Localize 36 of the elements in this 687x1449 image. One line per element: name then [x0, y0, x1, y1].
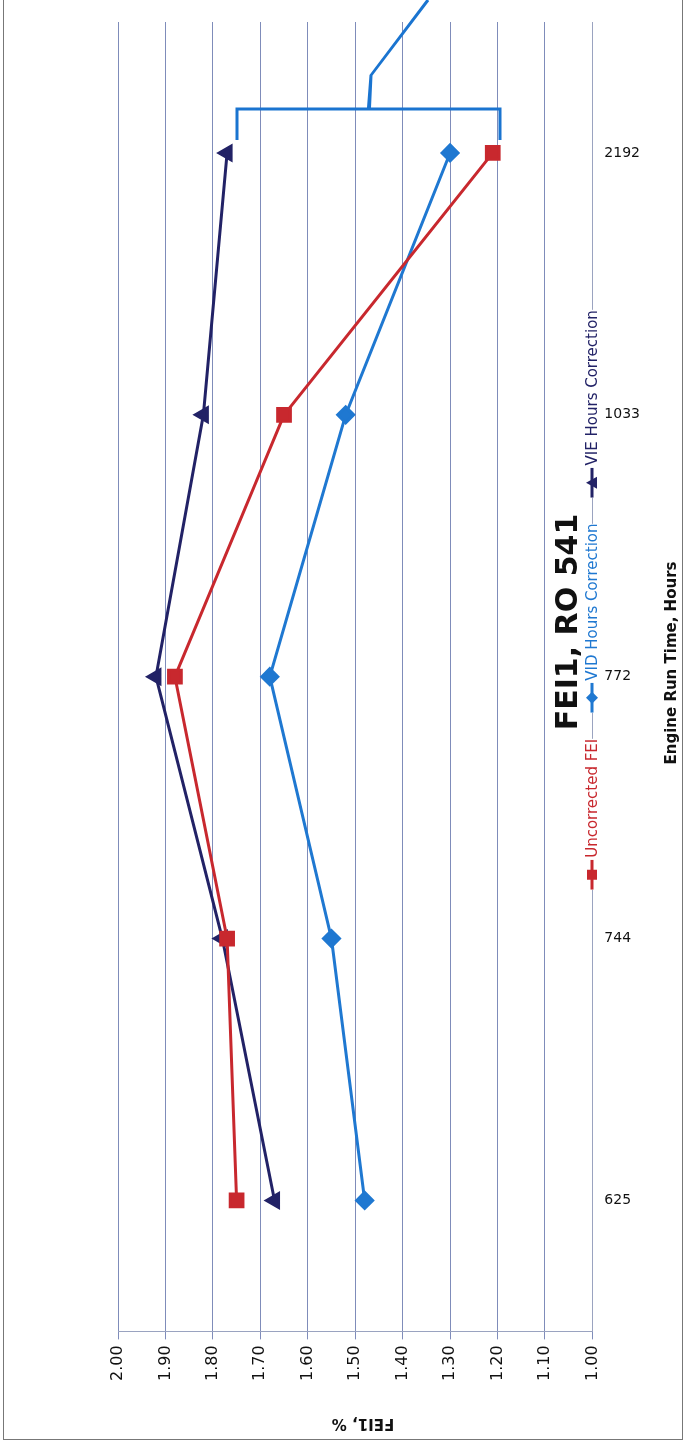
x-axis-title: FEI1, %	[331, 1415, 395, 1433]
point	[219, 930, 235, 947]
x-tick-label: 1.10	[534, 1345, 554, 1381]
point	[265, 1192, 281, 1209]
x-tick-label: 1.20	[486, 1345, 506, 1381]
point	[355, 1190, 375, 1210]
point	[260, 667, 280, 687]
x-tick-label: 1.50	[344, 1345, 364, 1381]
x-tick-label: 1.30	[439, 1345, 459, 1381]
point	[217, 144, 233, 162]
point	[193, 406, 209, 424]
y-tick-label: 2192	[604, 143, 641, 160]
y-tick-label: 625	[604, 1191, 632, 1208]
point	[321, 929, 341, 949]
point	[484, 145, 501, 161]
x-tick-label: 1.00	[581, 1345, 601, 1381]
x-tick-label: 1.40	[391, 1345, 411, 1381]
y-tick-label: 1033	[604, 405, 641, 422]
y-tick-label: 772	[604, 667, 632, 684]
x-tick-label: 2.00	[107, 1345, 127, 1381]
point	[336, 405, 356, 425]
point	[276, 406, 292, 423]
point	[228, 1192, 245, 1209]
x-tick-label: 1.80	[202, 1345, 222, 1381]
point	[167, 668, 183, 685]
text: VIE Hours Correction	[583, 310, 601, 466]
point	[440, 143, 460, 163]
x-tick-label: 1.90	[154, 1345, 174, 1381]
text: VID Hours Correction	[583, 523, 601, 681]
x-tick-label: 1.60	[296, 1345, 316, 1381]
y-tick-label: 744	[604, 929, 632, 946]
text: Uncorrected FEI	[583, 738, 601, 858]
x-tick-label: 1.70	[249, 1345, 269, 1381]
point	[146, 668, 162, 686]
text: FEI1, RO 541	[548, 513, 584, 731]
y-axis-title: Engine Run Time, Hours	[662, 561, 680, 765]
